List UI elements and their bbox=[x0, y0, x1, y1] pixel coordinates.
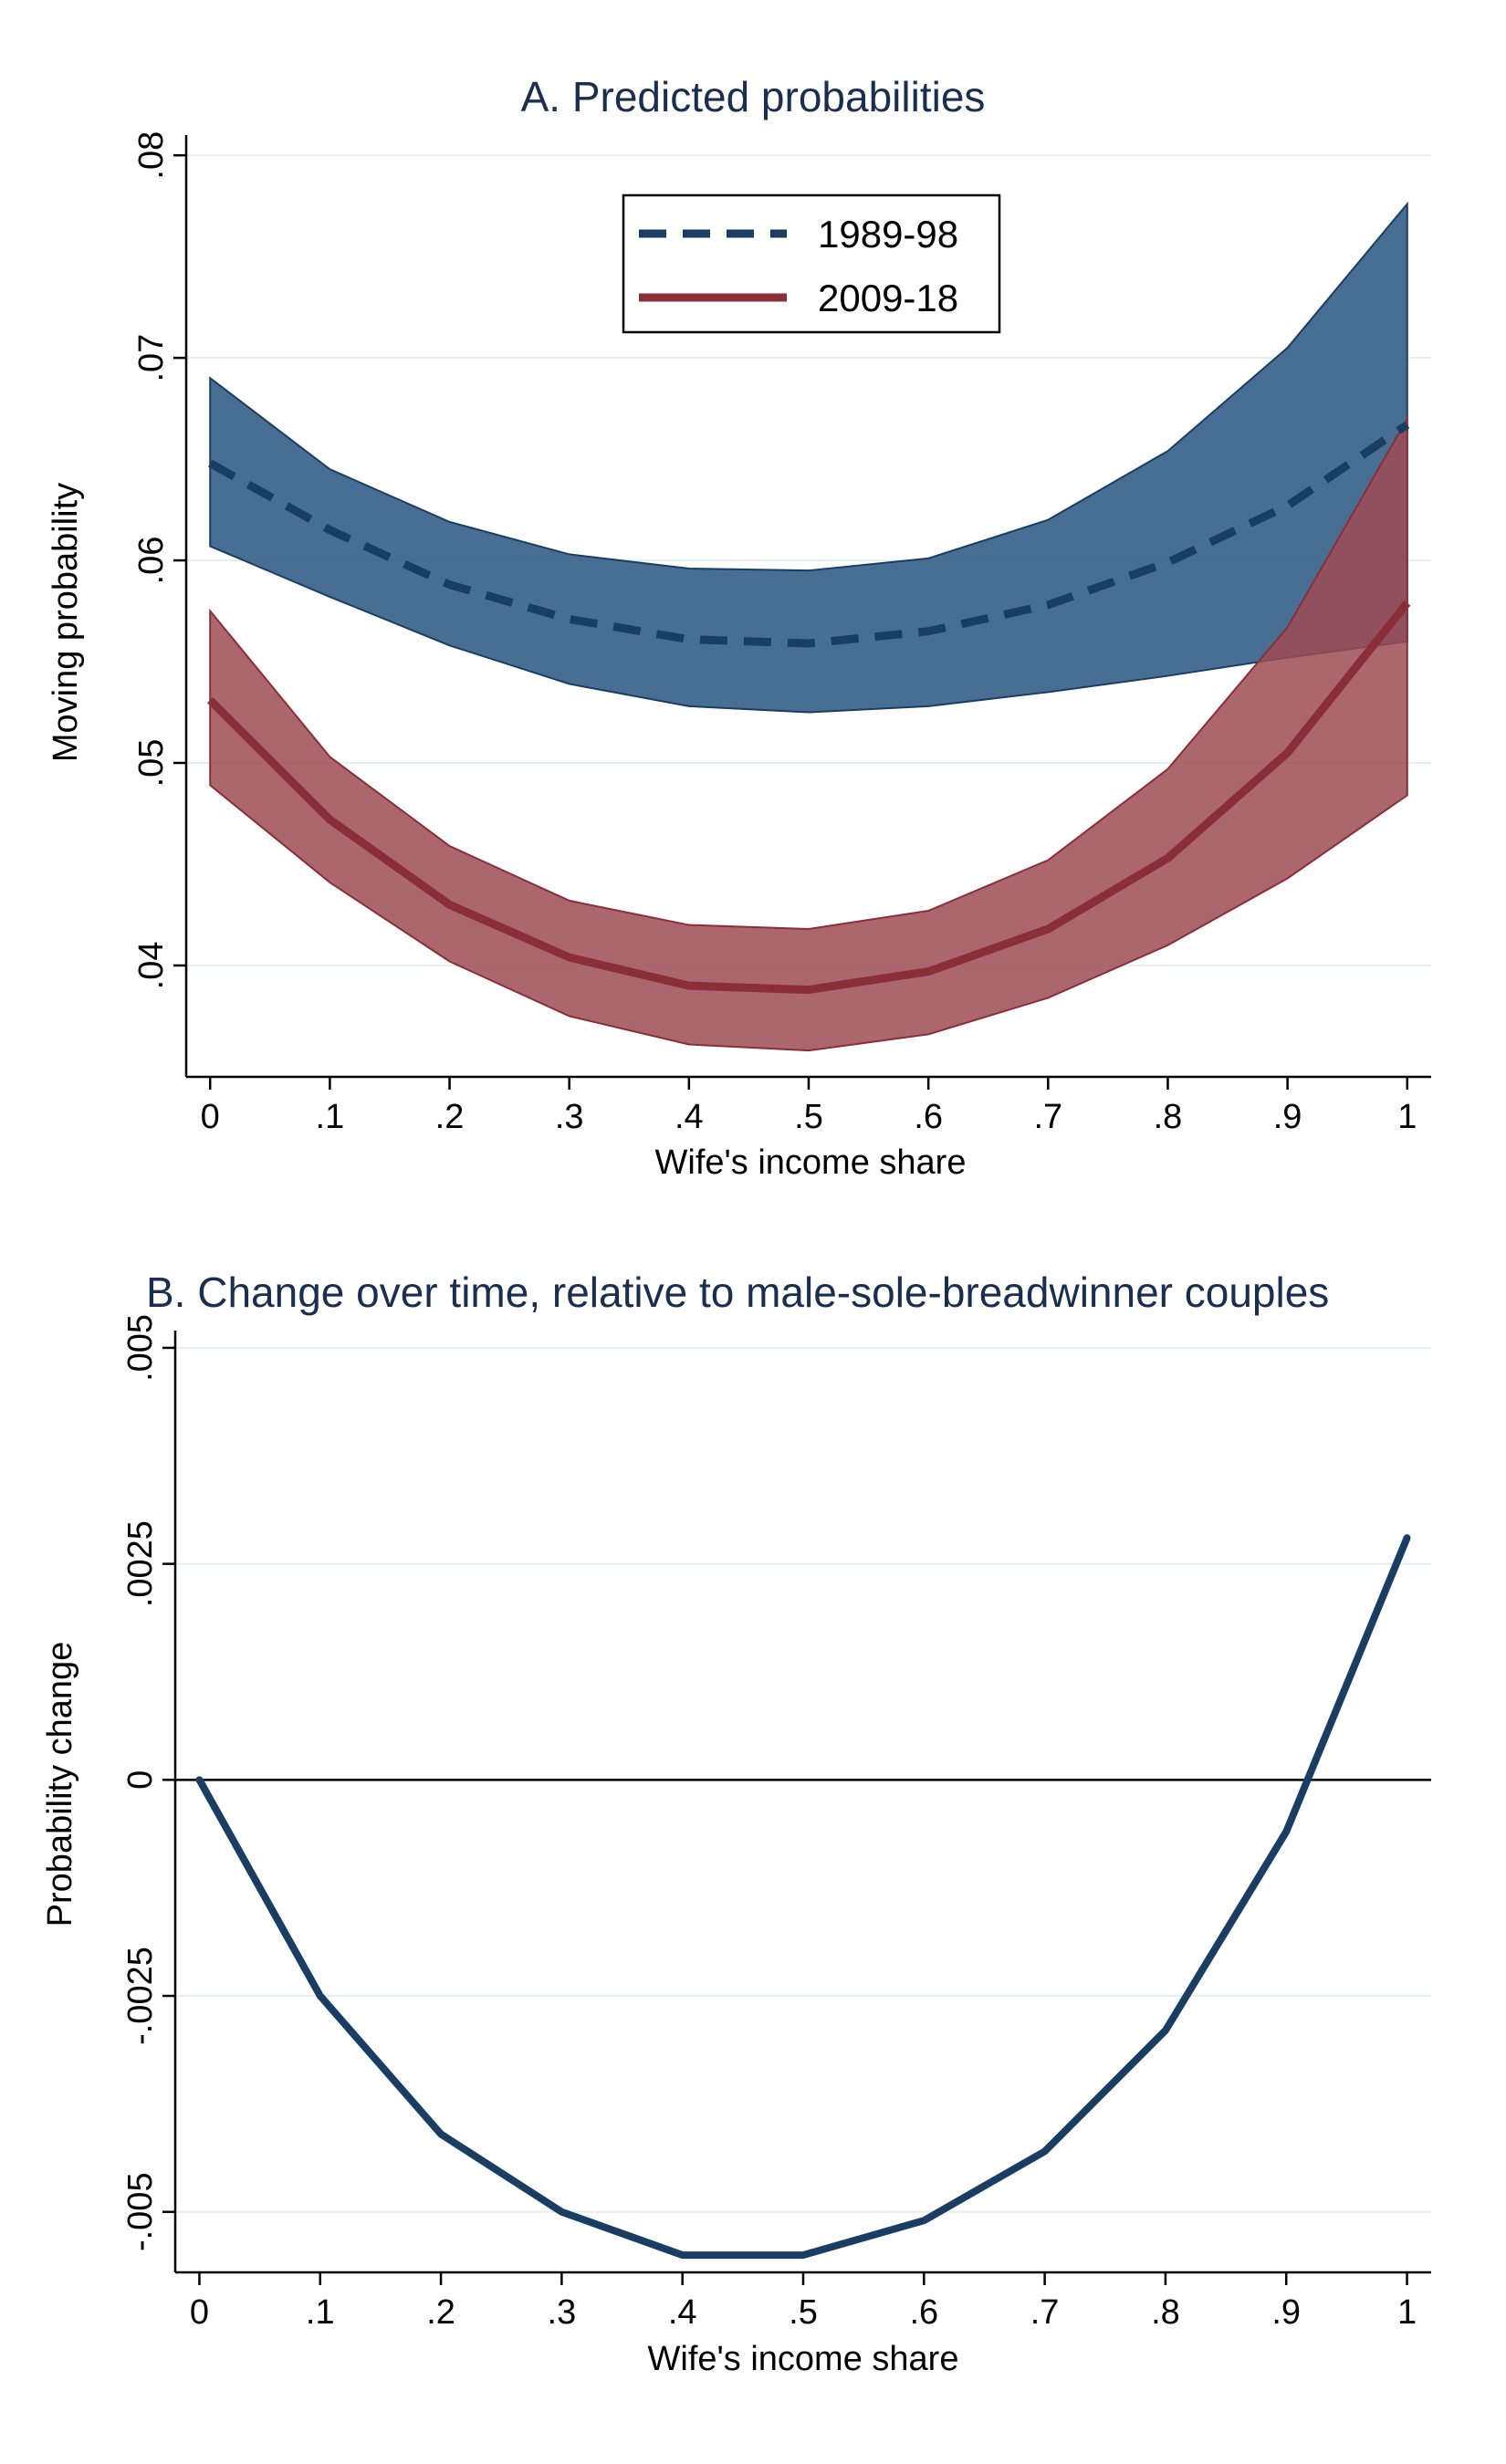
panel-b-title: B. Change over time, relative to male-so… bbox=[146, 1269, 1329, 1316]
panel-a-legend: 1989-98 2009-18 bbox=[622, 193, 1001, 334]
panel-a-xtick-label-2: .2 bbox=[435, 1098, 465, 1136]
panel-b-ytick-label-0025: -.0025 bbox=[121, 1947, 160, 2045]
panel-b-xtick-label-1: 1 bbox=[1397, 2293, 1417, 2332]
panel-b-xtick-label-2: .2 bbox=[426, 2293, 455, 2332]
panel-a-xtick-label-0: 0 bbox=[201, 1098, 220, 1136]
panel-b-ytick-label-0025: .0025 bbox=[121, 1520, 160, 1607]
panel-a-xtick-label-1: 1 bbox=[1397, 1098, 1417, 1136]
panel-a-predicted-probabilities: A. Predicted probabilities .04 .05 .06 .07.… bbox=[47, 73, 1431, 1182]
panel-b-ticks: -.005 -.0025 0 .0025 .005 0 .1 .2 .3 .4 .5 .6 .7 .8 .9… bbox=[121, 1314, 1417, 2332]
panel-b-xtick-label-9: .9 bbox=[1271, 2293, 1301, 2332]
panel-b-ytick-label-005: -.005 bbox=[121, 2172, 160, 2251]
panel-a-ticks: .04 .05 .06 .07 .08 0 .1 .2 .3 .4 .5 .6 .7 .8 .9 1 bbox=[132, 131, 1417, 1136]
panel-b-change-over-time: B. Change over time, relative to male-so… bbox=[41, 1269, 1431, 2378]
panel-b-xtick-label-3: .3 bbox=[548, 2293, 577, 2332]
panel-a-ytick-label-07: .07 bbox=[132, 334, 171, 382]
panel-a-xtick-label-4: .4 bbox=[675, 1098, 704, 1136]
panel-b-xtick-label-8: .8 bbox=[1151, 2293, 1180, 2332]
panel-a-xtick-label-8: .8 bbox=[1154, 1098, 1183, 1136]
panel-a-xtick-label-9: .9 bbox=[1273, 1098, 1302, 1136]
panel-a-x-axis-label: Wife's income share bbox=[655, 1143, 967, 1182]
panel-a-xtick-label-6: .6 bbox=[914, 1098, 943, 1136]
panel-a-xtick-label-7: .7 bbox=[1033, 1098, 1062, 1136]
panel-b-xtick-label-1: .1 bbox=[306, 2293, 335, 2332]
panel-a-ytick-label-06: .06 bbox=[132, 537, 171, 585]
panel-a-xtick-label-1: .1 bbox=[316, 1098, 345, 1136]
legend-label-1989-98: 1989-98 bbox=[818, 213, 958, 256]
legend-label-2009-18: 2009-18 bbox=[818, 277, 958, 319]
panel-b-y-axis-label: Probability change bbox=[41, 1642, 79, 1927]
panel-a-title: A. Predicted probabilities bbox=[521, 73, 986, 120]
panel-b-xtick-label-7: .7 bbox=[1030, 2293, 1060, 2332]
panel-a-y-axis-label: Moving probability bbox=[47, 483, 85, 762]
panel-a-ytick-label-08: .08 bbox=[132, 131, 171, 180]
panel-b-ytick-label-005: .005 bbox=[121, 1314, 160, 1382]
panel-a-xtick-label-3: .3 bbox=[555, 1098, 584, 1136]
panel-b-xtick-label-4: .4 bbox=[668, 2293, 697, 2332]
line-probability-change bbox=[195, 1534, 1411, 2260]
panel-a-ytick-label-05: .05 bbox=[132, 739, 171, 788]
panel-a-xtick-label-5: .5 bbox=[794, 1098, 823, 1136]
panel-b-x-axis-label: Wife's income share bbox=[648, 2340, 959, 2378]
panel-b-xtick-label-0: 0 bbox=[190, 2293, 209, 2332]
panel-b-ytick-label-0: 0 bbox=[121, 1770, 160, 1790]
legend-box bbox=[622, 193, 1001, 334]
panel-b-xtick-label-5: .5 bbox=[789, 2293, 818, 2332]
panel-a-series-lines bbox=[207, 421, 1411, 995]
panel-a-ytick-label-04: .04 bbox=[132, 942, 171, 990]
panel-b-xtick-label-6: .6 bbox=[909, 2293, 938, 2332]
panel-b-series-lines bbox=[195, 1534, 1411, 2260]
